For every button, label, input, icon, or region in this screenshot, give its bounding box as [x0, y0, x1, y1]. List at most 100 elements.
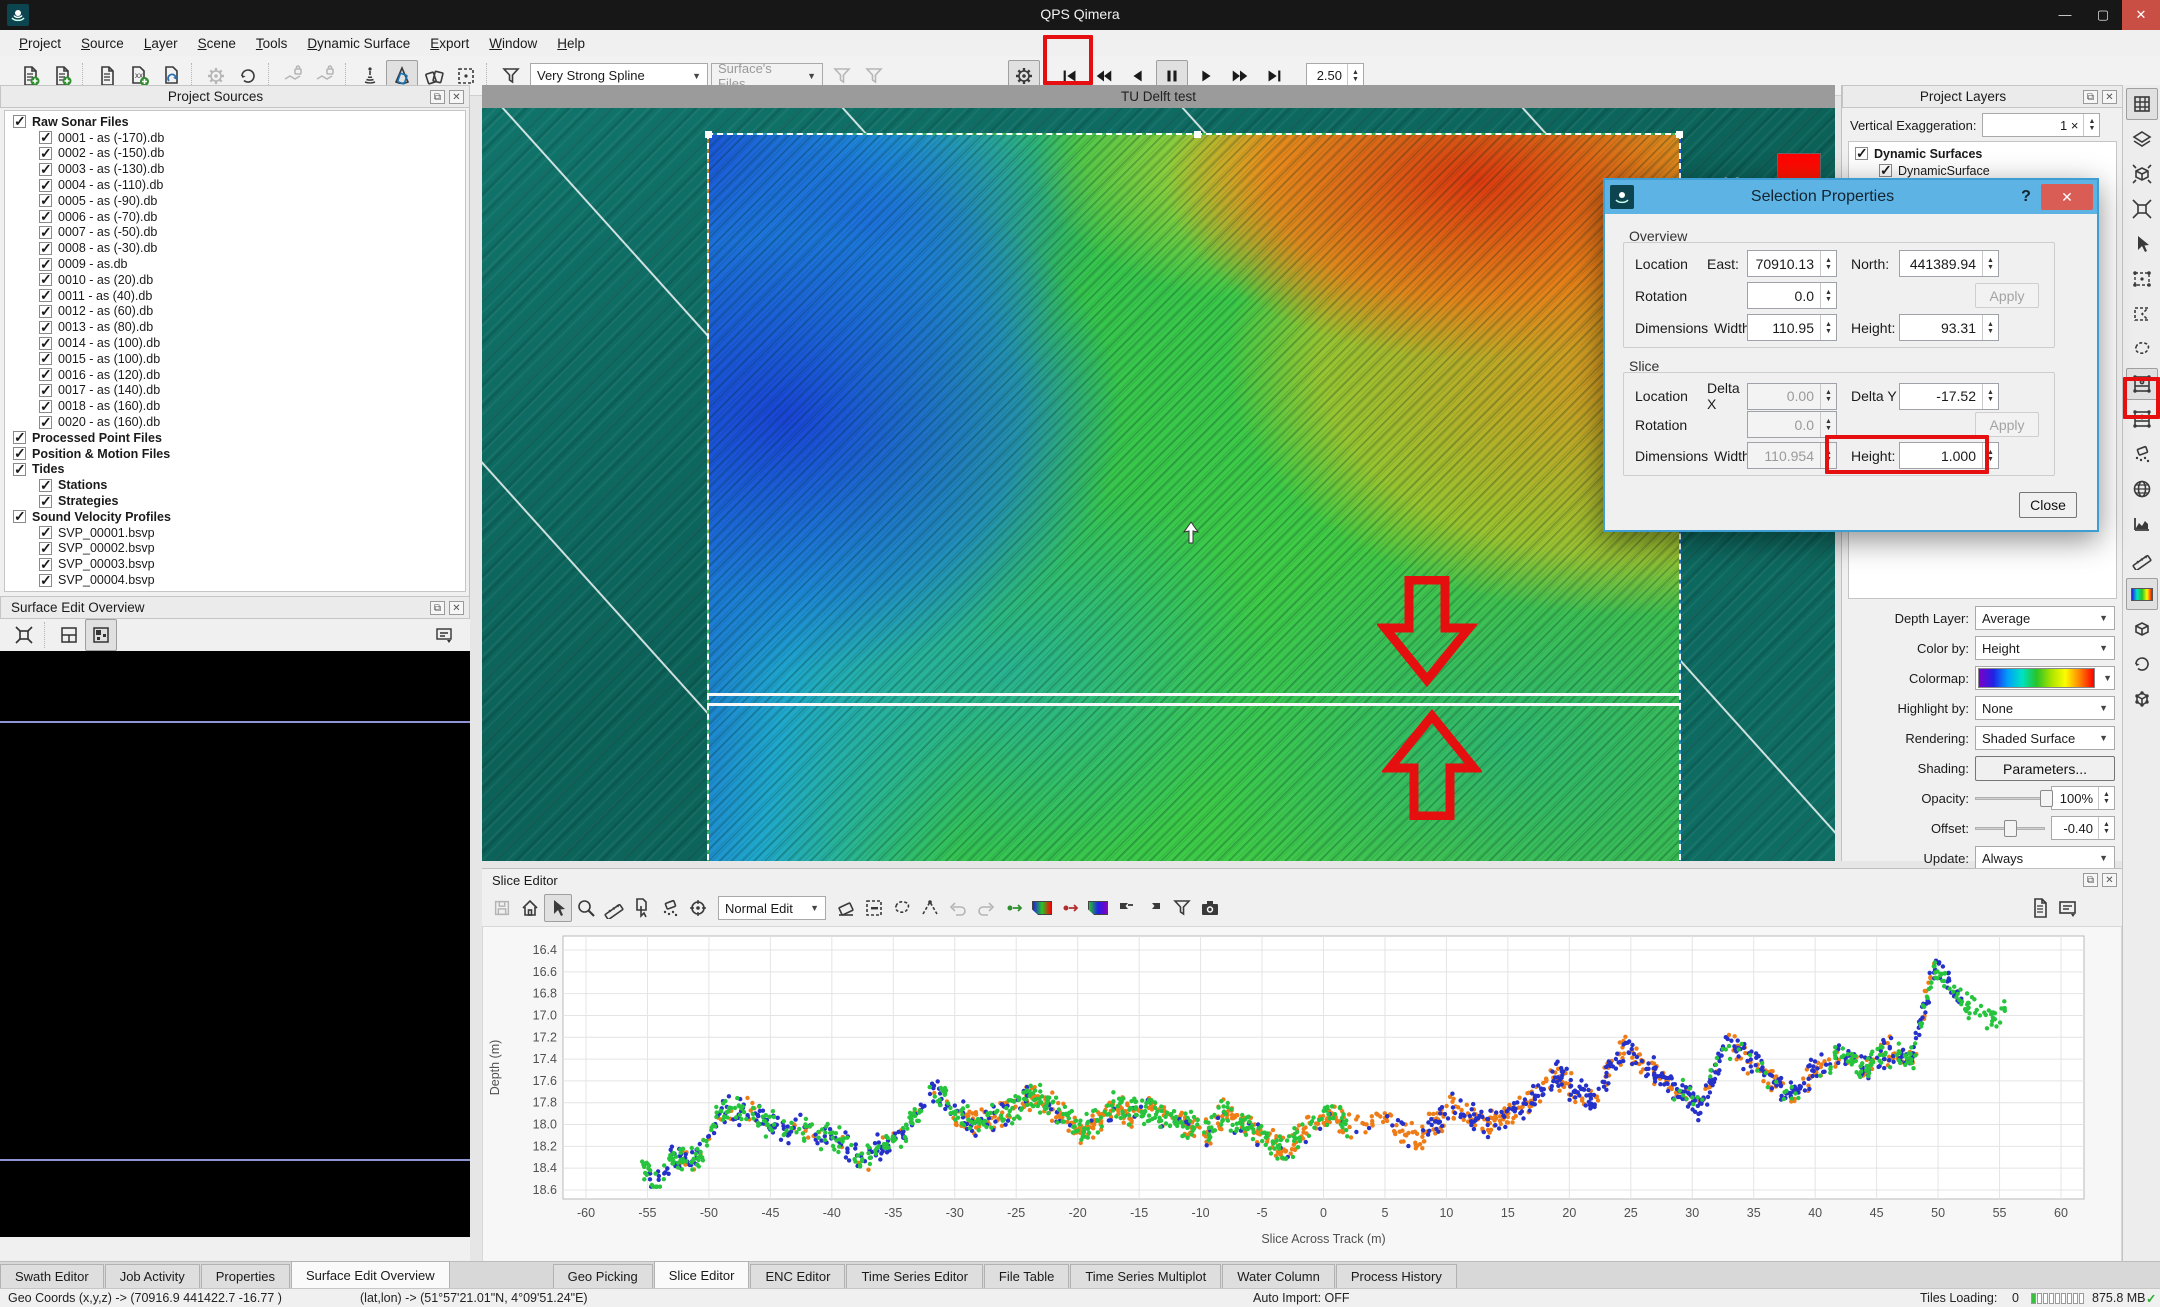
- tree-item[interactable]: Strategies: [5, 493, 465, 510]
- checkbox-checked-icon[interactable]: [1879, 162, 1892, 179]
- selection-properties-dialog[interactable]: Selection Properties ? ✕ Overview Locati…: [1603, 178, 2099, 532]
- tab-time-series-multiplot[interactable]: Time Series Multiplot: [1070, 1264, 1222, 1288]
- reprocess-icon[interactable]: [232, 60, 264, 92]
- offset-slider[interactable]: [1975, 818, 2045, 838]
- grid-view-icon[interactable]: [2125, 88, 2158, 120]
- tree-item[interactable]: 0002 - as (-150).db: [5, 145, 465, 162]
- tree-item[interactable]: 0010 - as (20).db: [5, 271, 465, 288]
- tree-item[interactable]: 0018 - as (160).db: [5, 398, 465, 415]
- checkbox-checked-icon[interactable]: [39, 287, 52, 304]
- panel-menu-icon[interactable]: [2054, 894, 2082, 922]
- map-scene[interactable]: TU Delft test -6.0: [482, 85, 1835, 861]
- checkbox-checked-icon[interactable]: [39, 556, 52, 573]
- checkbox-checked-icon[interactable]: [39, 129, 52, 146]
- tree-item[interactable]: 0003 - as (-130).db: [5, 161, 465, 178]
- menu-layer[interactable]: Layer: [143, 35, 178, 51]
- checkbox-checked-icon[interactable]: [39, 177, 52, 194]
- vertical-exaggeration-spinner[interactable]: 1 × ▲ ▼: [1982, 113, 2101, 137]
- tree-item[interactable]: 0008 - as (-30).db: [5, 240, 465, 257]
- checkbox-checked-icon[interactable]: [39, 366, 52, 383]
- checkbox-checked-icon[interactable]: [39, 540, 52, 557]
- reload-file-icon[interactable]: [155, 60, 187, 92]
- slice-cross-section-line[interactable]: [707, 693, 1681, 706]
- tab-time-series-editor[interactable]: Time Series Editor: [846, 1264, 983, 1288]
- add-raw-sonar-files-icon[interactable]: [14, 60, 46, 92]
- tab-process-history[interactable]: Process History: [1335, 1264, 1457, 1288]
- menu-project[interactable]: Project: [19, 35, 62, 51]
- tree-item[interactable]: 0012 - as (60).db: [5, 303, 465, 320]
- cursor-icon[interactable]: [2126, 228, 2158, 260]
- tree-item[interactable]: 0017 - as (140).db: [5, 382, 465, 399]
- flat-layers-icon[interactable]: [2126, 123, 2158, 155]
- import-file-icon[interactable]: >: [91, 60, 123, 92]
- tab-enc-editor[interactable]: ENC Editor: [750, 1264, 846, 1288]
- delta-y-field[interactable]: -17.52 ▲ ▼: [1899, 382, 1999, 410]
- checkbox-checked-icon[interactable]: [39, 192, 52, 209]
- eraser-icon[interactable]: [832, 894, 860, 922]
- reject-point-icon[interactable]: [1056, 894, 1084, 922]
- tab-file-table[interactable]: File Table: [983, 1264, 1070, 1288]
- float-panel-icon[interactable]: ⧉: [430, 600, 445, 615]
- checkbox-checked-icon[interactable]: [13, 445, 26, 462]
- menu-help[interactable]: Help: [557, 35, 586, 51]
- pick-target-icon[interactable]: [684, 894, 712, 922]
- mesh-cube-icon[interactable]: >: [2126, 613, 2158, 645]
- tree-item[interactable]: 0013 - as (80).db: [5, 319, 465, 336]
- float-panel-icon[interactable]: ⧉: [430, 89, 445, 104]
- color-by-combo[interactable]: Height ▼: [1975, 636, 2115, 660]
- zoom-icon[interactable]: [572, 894, 600, 922]
- import-files-batch-icon[interactable]: xx: [123, 60, 155, 92]
- checkbox-checked-icon[interactable]: [39, 319, 52, 336]
- playback-speed-spinner[interactable]: 2.50 ▲ ▼: [1306, 62, 1364, 89]
- maximize-button[interactable]: ▢: [2096, 7, 2110, 22]
- dialog-close-button[interactable]: ✕: [2041, 184, 2093, 210]
- float-panel-icon[interactable]: ⧉: [2083, 89, 2098, 104]
- first-frame-icon[interactable]: [1054, 60, 1086, 92]
- surface-overview-viewport[interactable]: ↑: [0, 651, 470, 1237]
- tree-item[interactable]: SVP_00002.bsvp: [5, 540, 465, 557]
- checkbox-checked-icon[interactable]: [39, 398, 52, 415]
- checkbox-checked-icon[interactable]: [13, 508, 26, 525]
- north-field[interactable]: 441389.94 ▲ ▼: [1899, 250, 1999, 277]
- checkbox-checked-icon[interactable]: [39, 572, 52, 589]
- opacity-spinner[interactable]: 100% ▲ ▼: [2051, 786, 2115, 810]
- checkbox-checked-icon[interactable]: [39, 240, 52, 257]
- checkbox-checked-icon[interactable]: [13, 429, 26, 446]
- tree-item[interactable]: 0014 - as (100).db: [5, 335, 465, 352]
- update-combo[interactable]: Always ▼: [1975, 846, 2115, 870]
- east-field[interactable]: 70910.13 ▲ ▼: [1747, 250, 1837, 277]
- measure-ruler-icon[interactable]: [2126, 543, 2158, 575]
- spinner-arrows-icon[interactable]: ▲ ▼: [1347, 63, 1363, 88]
- cube-expand-icon[interactable]: [2126, 193, 2158, 225]
- checkbox-checked-icon[interactable]: [39, 224, 52, 241]
- tab-swath-editor[interactable]: Swath Editor: [0, 1264, 104, 1288]
- menu-window[interactable]: Window: [489, 35, 538, 51]
- cube-nodes-icon[interactable]: [2126, 683, 2158, 715]
- checkbox-checked-icon[interactable]: [39, 271, 52, 288]
- minimize-button[interactable]: —: [2058, 7, 2072, 22]
- checkbox-checked-icon[interactable]: [39, 145, 52, 162]
- rendering-combo[interactable]: Shaded Surface ▼: [1975, 726, 2115, 750]
- cursor-icon[interactable]: [544, 894, 572, 922]
- help-button[interactable]: ?: [2021, 188, 2031, 205]
- tree-item[interactable]: 0020 - as (160).db: [5, 414, 465, 431]
- bathymetry-canvas[interactable]: -6.0: [482, 108, 1835, 861]
- sonar-fan-icon[interactable]: [354, 60, 386, 92]
- panel-menu-icon[interactable]: [428, 619, 460, 651]
- checkbox-checked-icon[interactable]: [39, 335, 52, 352]
- checkbox-checked-icon[interactable]: [1855, 145, 1868, 162]
- checkbox-checked-icon[interactable]: [39, 477, 52, 494]
- tree-item[interactable]: 0006 - as (-70).db: [5, 208, 465, 225]
- checkbox-checked-icon[interactable]: [39, 256, 52, 273]
- highlight-by-combo[interactable]: None ▼: [1975, 696, 2115, 720]
- menu-dynamic-surface[interactable]: Dynamic Surface: [307, 35, 411, 51]
- flag-forward-icon[interactable]: [1112, 894, 1140, 922]
- checkbox-checked-icon[interactable]: [39, 493, 52, 510]
- tree-item[interactable]: 0004 - as (-110).db: [5, 177, 465, 194]
- tree-item[interactable]: 0005 - as (-90).db: [5, 192, 465, 209]
- checkbox-checked-icon[interactable]: [39, 303, 52, 320]
- tab-job-activity[interactable]: Job Activity: [104, 1264, 200, 1288]
- overview-rotation-field[interactable]: 0.0 ▲ ▼: [1747, 282, 1837, 309]
- cube-axes-icon[interactable]: [8, 619, 40, 651]
- select-rect-points-icon[interactable]: [2126, 263, 2158, 295]
